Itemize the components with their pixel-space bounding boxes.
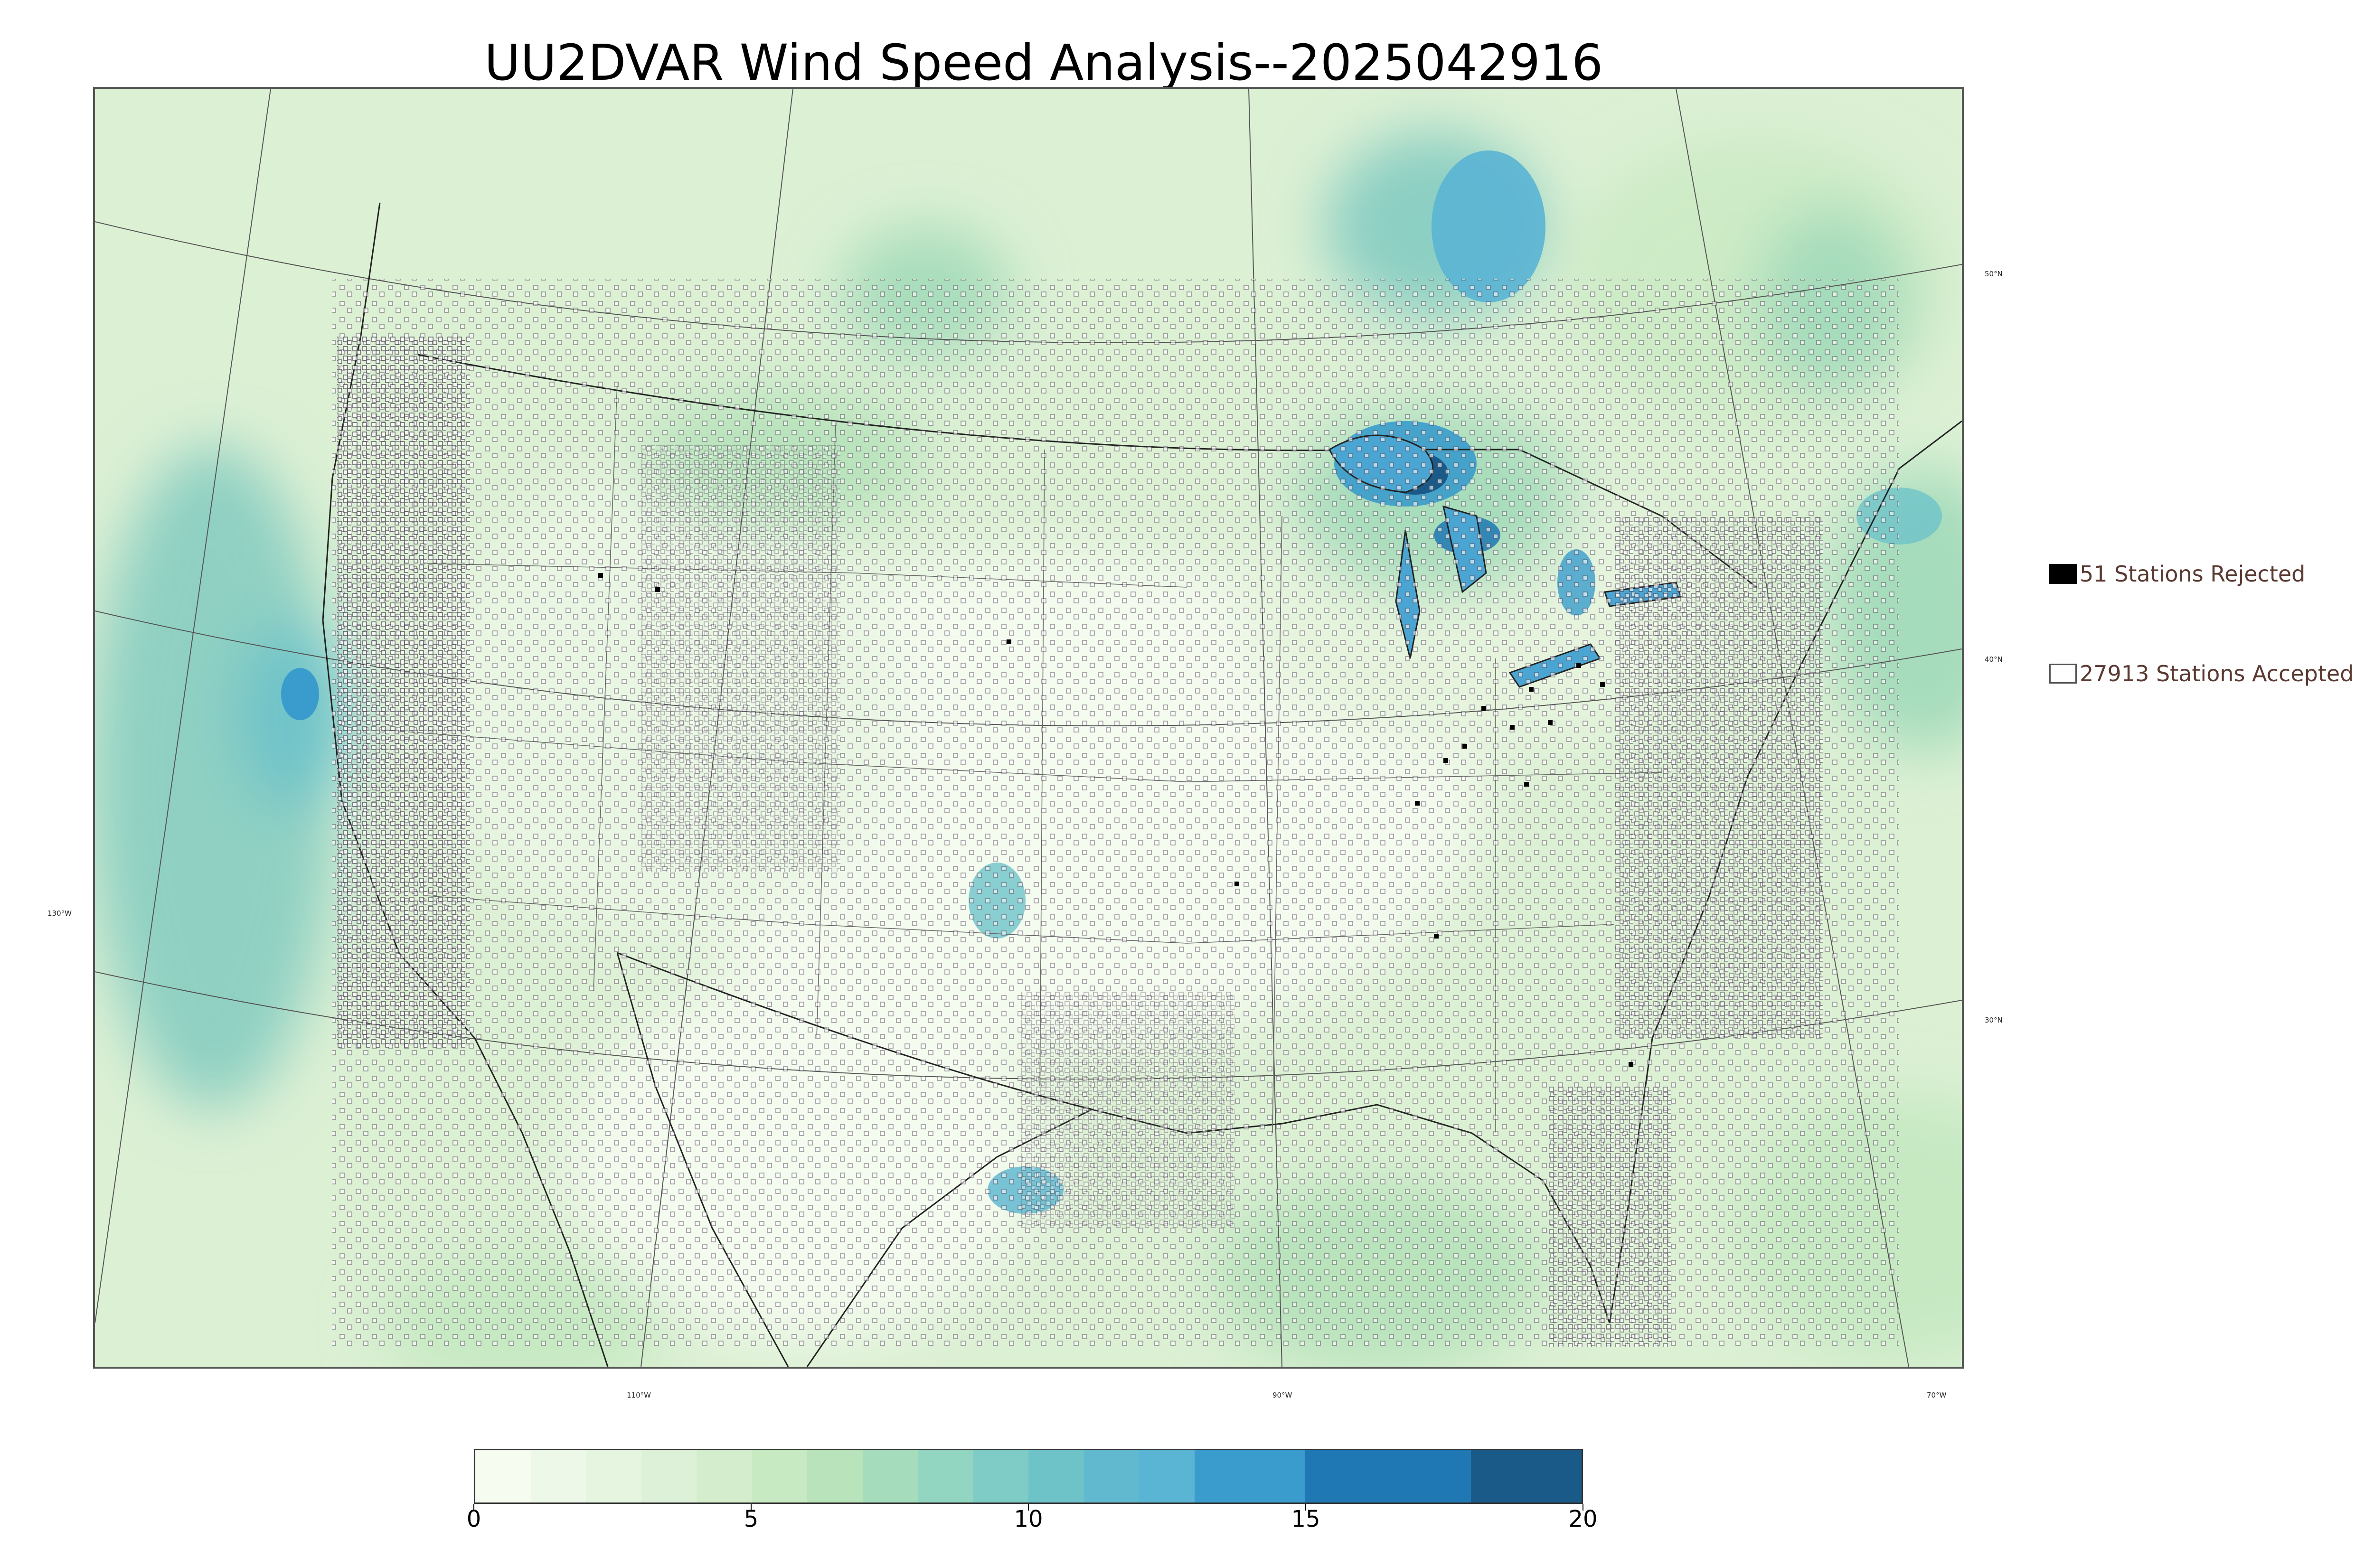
legend-rejected-label: 51 Stations Rejected (2080, 561, 2306, 587)
colorbar-segment (1083, 1450, 1139, 1502)
accepted-stations (332, 279, 1899, 1347)
colorbar-segment (530, 1450, 586, 1502)
rejected-stations (598, 573, 1633, 1067)
colorbar-segment (1028, 1450, 1084, 1502)
lon-label-130w: 130°W (47, 909, 72, 918)
legend-accepted: 27913 Stations Accepted (2049, 661, 2354, 686)
colorbar-segment (1471, 1450, 1582, 1502)
colorbar-segment (1305, 1450, 1471, 1502)
colorbar-tick (751, 1504, 752, 1511)
rejected-station-swatch (2049, 564, 2077, 584)
lon-label-70w: 70°W (1927, 1391, 1947, 1399)
colorbar-tick (1028, 1504, 1029, 1511)
colorbar-segment (862, 1450, 918, 1502)
map-title: UU2DVAR Wind Speed Analysis--2025042916 (484, 34, 1603, 92)
colorbar-segment (641, 1450, 697, 1502)
colorbar-tick (1305, 1504, 1306, 1511)
colorbar-tick-label: 5 (744, 1506, 759, 1532)
colorbar-segment (752, 1450, 807, 1502)
colorbar-tick (473, 1504, 474, 1511)
legend-rejected: 51 Stations Rejected (2049, 561, 2305, 587)
lat-label-50n: 50°N (1985, 270, 2003, 278)
wind-speed-colorbar (474, 1449, 1583, 1504)
lat-label-40n: 40°N (1985, 655, 2003, 664)
colorbar-segment (586, 1450, 641, 1502)
colorbar-segment (1139, 1450, 1195, 1502)
colorbar-tick-label: 15 (1291, 1506, 1320, 1532)
colorbar-segment (973, 1450, 1028, 1502)
map-canvas (95, 89, 1962, 1367)
colorbar-segment (697, 1450, 752, 1502)
colorbar-segment (1194, 1450, 1305, 1502)
accepted-station-swatch (2049, 664, 2077, 684)
lon-label-90w: 90°W (1272, 1391, 1292, 1399)
colorbar-segment (807, 1450, 863, 1502)
colorbar-segment (918, 1450, 973, 1502)
colorbar-tick-label: 20 (1568, 1506, 1598, 1532)
lon-label-110w: 110°W (627, 1391, 651, 1399)
lat-label-30n: 30°N (1985, 1016, 2003, 1024)
colorbar-tick-label: 0 (466, 1506, 481, 1532)
colorbar-segment (475, 1450, 531, 1502)
legend-accepted-label: 27913 Stations Accepted (2080, 661, 2354, 686)
wind-speed-map[interactable] (93, 87, 1964, 1369)
colorbar-tick-label: 10 (1014, 1506, 1043, 1532)
